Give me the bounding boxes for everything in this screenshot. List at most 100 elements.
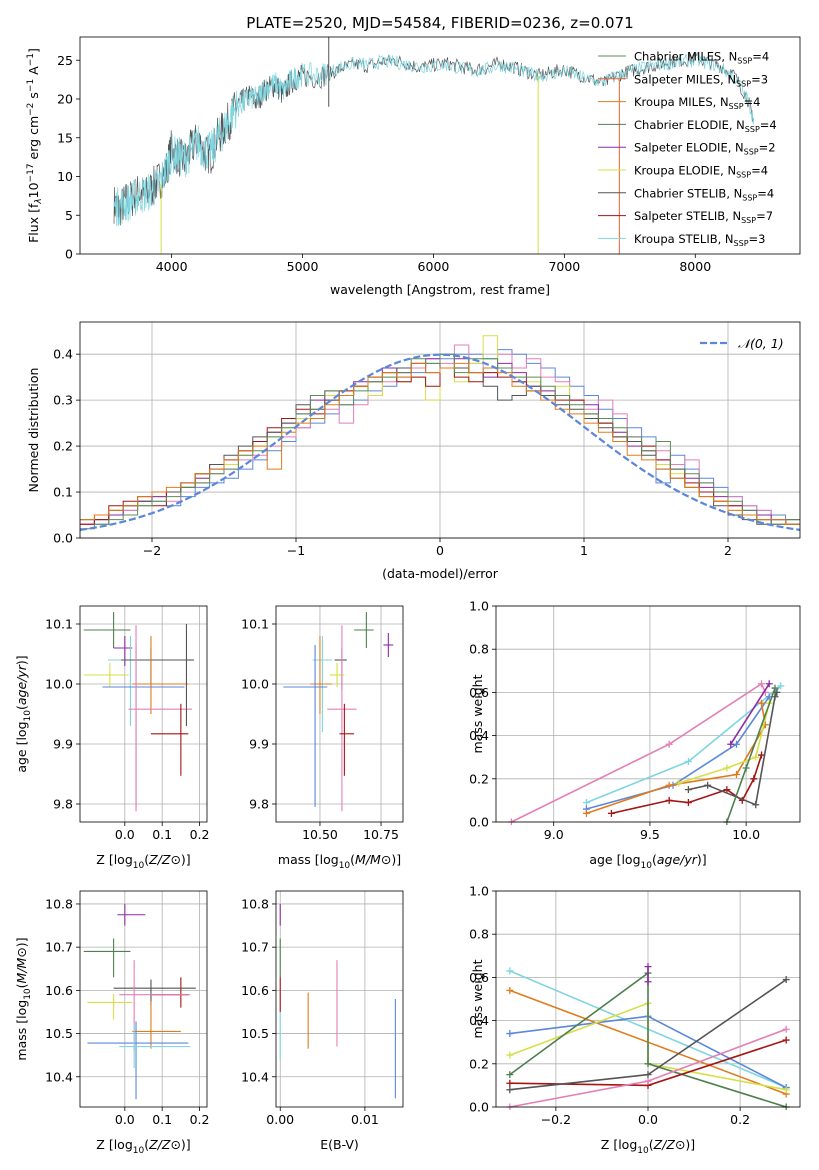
- legend-text: Chabrier ELODIE, N: [634, 118, 745, 132]
- legend-count: =4: [752, 50, 769, 64]
- data-point: [119, 1024, 191, 1069]
- mass-vs-EBV-panel: 0.00 0.01 10.4 10.5 10.6 10.7 10.8 E(B-V): [241, 890, 404, 1152]
- label-part: (: [350, 852, 355, 867]
- y-tick-label: 0.4: [469, 1013, 489, 1028]
- weight-marker: [704, 781, 712, 789]
- weight-line: [586, 685, 782, 804]
- y-tick-label: 20: [57, 92, 73, 107]
- y-tick-label: 1.0: [469, 884, 489, 899]
- weight-marker: [771, 684, 779, 692]
- spectrum-line-chabrier-stelib: [113, 51, 755, 226]
- weight-marker: [750, 775, 758, 783]
- massweight-vs-Z-panel: −0.2 0.0 0.2 0.0 0.2 0.4 0.6 0.8 1.0 Z [log10(Z/Z…: [469, 884, 801, 1156]
- y-label-part: λ: [34, 198, 44, 204]
- weight-lines: [507, 680, 785, 825]
- weight-marker: [665, 796, 673, 804]
- weight-marker: [665, 781, 673, 789]
- y-tick-label: 10.1: [45, 617, 73, 632]
- legend-text: Kroupa STELIB, N: [634, 232, 734, 246]
- y-tick-label: 10.6: [45, 983, 73, 998]
- x-tick-label: 0.0: [115, 1112, 135, 1127]
- data-point: [102, 645, 185, 807]
- weight-marker: [733, 770, 741, 778]
- data-point: [283, 645, 328, 807]
- legend-text: Chabrier MILES, N: [634, 50, 737, 64]
- y-tick-label: 9.8: [53, 797, 73, 812]
- legend-sub: SSP: [736, 79, 751, 88]
- y-axis-label: mass weight: [470, 674, 485, 753]
- y-label-part: Flux [f: [26, 203, 41, 243]
- legend-sub: SSP: [737, 57, 752, 66]
- label-sub: 10: [23, 988, 33, 1000]
- label-part: )]: [181, 1137, 191, 1152]
- data-point: [128, 625, 193, 812]
- x-tick-label: 7000: [548, 259, 580, 274]
- weight-marker: [782, 1036, 790, 1044]
- label-sub: 10: [23, 710, 33, 722]
- weight-line: [726, 687, 776, 823]
- x-axis-label: Z [log10(Z/Z⊙)]: [96, 1137, 190, 1156]
- y-tick-label: 0.2: [469, 1056, 489, 1071]
- label-italic: Z/Z⊙: [148, 852, 181, 867]
- label-part: )]: [685, 1137, 695, 1152]
- data-point: [117, 903, 146, 926]
- legend-text: Salpeter MILES, N: [634, 72, 736, 86]
- legend-entry: Chabrier ELODIE, NSSP=4: [634, 118, 777, 134]
- legend-entry: Salpeter ELODIE, NSSP=2: [634, 141, 776, 157]
- data-point: [339, 703, 355, 776]
- weight-marker: [506, 1079, 514, 1087]
- label-part: )]: [181, 852, 191, 867]
- weight-marker: [777, 682, 785, 690]
- y-label-part: 10: [26, 182, 41, 198]
- axes-frame: [79, 605, 208, 823]
- y-tick-label: 0.8: [469, 927, 489, 942]
- data-point: [113, 979, 196, 1006]
- x-tick-label: −0.2: [541, 1112, 571, 1127]
- legend-count: =4: [751, 164, 768, 178]
- label-part: mass [log: [278, 852, 339, 867]
- weight-marker: [665, 740, 673, 748]
- age-vs-mass-panel: 10.50 10.75 9.8 9.9 10.0 10.1 mass [log10(M/M⊙…: [241, 605, 404, 871]
- y-label-part: erg cm: [26, 116, 41, 164]
- y-tick-label: 0.6: [469, 970, 489, 985]
- massweight-vs-age-panel: 9.0 9.5 10.0 0.0 0.2 0.4 0.6 0.8 1.0 age [log10(a…: [469, 599, 801, 871]
- x-axis-label: Z [log10(Z/Z⊙)]: [96, 852, 190, 871]
- x-tick-label: 5000: [287, 259, 319, 274]
- legend-entry: Chabrier STELIB, NSSP=4: [634, 186, 774, 202]
- x-tick-label: 4000: [156, 259, 188, 274]
- weight-marker: [758, 699, 766, 707]
- weight-line: [730, 683, 770, 745]
- x-tick-label: 10.0: [732, 827, 760, 842]
- y-label-part: s: [26, 92, 41, 103]
- label-part: (: [14, 705, 29, 710]
- spectrum-lines: [113, 37, 755, 254]
- axes-frame: [275, 890, 404, 1108]
- weight-marker: [723, 764, 731, 772]
- legend-text: Chabrier STELIB, N: [634, 186, 742, 200]
- weight-marker: [506, 1051, 514, 1059]
- legend-sub: SSP: [736, 171, 751, 180]
- legend-count: =4: [757, 186, 774, 200]
- chart-title: PLATE=2520, MJD=54584, FIBERID=0236, z=0…: [246, 14, 633, 32]
- data-point: [150, 977, 189, 1008]
- y-label-part: −2: [26, 103, 36, 116]
- legend-count: =4: [760, 118, 777, 132]
- x-tick-label: 0.1: [152, 1112, 172, 1127]
- x-tick-label: 8000: [679, 259, 711, 274]
- spectrum-line-kroupa-stelib: [113, 53, 755, 227]
- x-tick-label: 10.50: [302, 827, 338, 842]
- x-tick-label: 9.0: [544, 827, 564, 842]
- weight-marker: [644, 963, 652, 971]
- legend-text: Salpeter ELODIE, N: [634, 141, 744, 155]
- legend-count: =4: [744, 95, 761, 109]
- x-tick-label: 0.2: [190, 827, 210, 842]
- weight-marker: [644, 1060, 652, 1068]
- weight-line: [511, 682, 767, 823]
- spectrum-panel: 4000 5000 6000 7000 8000 0 5 10 15 20 25 PLATE=2520…: [26, 14, 801, 297]
- histograms: [80, 335, 800, 538]
- data-point: [310, 636, 333, 714]
- y-label-part: −1: [26, 79, 36, 92]
- data-point: [132, 636, 189, 714]
